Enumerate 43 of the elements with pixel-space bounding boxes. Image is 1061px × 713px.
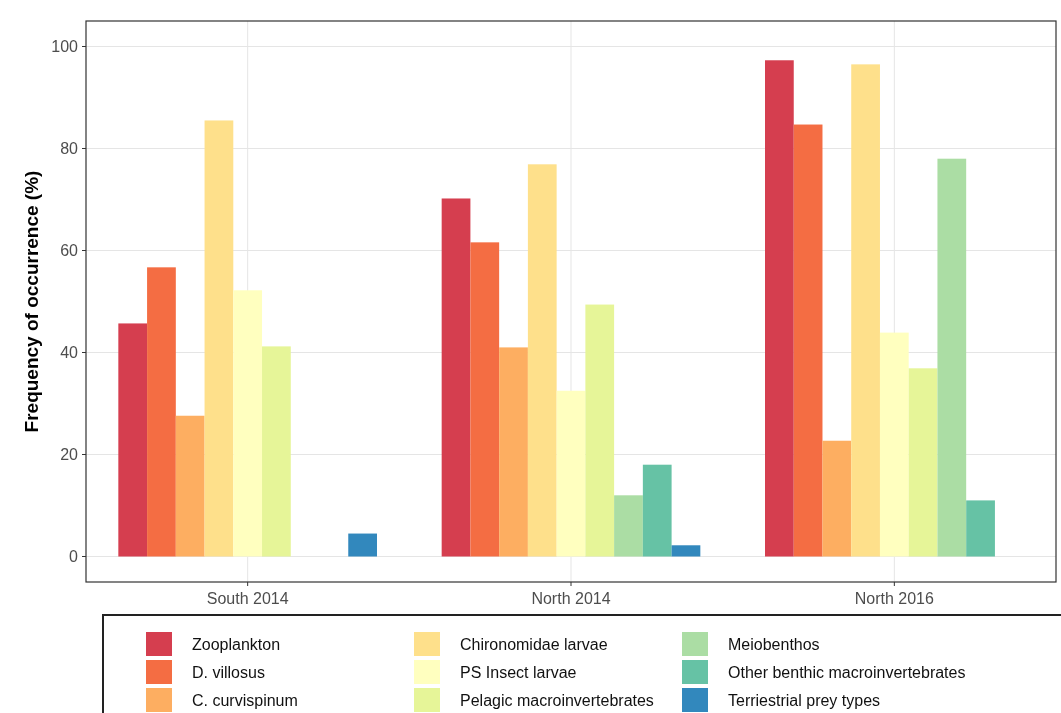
- legend-label: Zooplankton: [192, 636, 281, 653]
- legend-label: Meiobenthos: [728, 636, 820, 653]
- bar: [879, 332, 909, 557]
- bar: [585, 304, 615, 557]
- y-tick-label: 40: [60, 344, 79, 362]
- x-tick-label: South 2014: [206, 590, 289, 607]
- bar: [642, 464, 672, 557]
- bar: [765, 60, 794, 557]
- legend-label: C. curvispinum: [192, 692, 298, 709]
- legend-label: Other benthic macroinvertebrates: [728, 664, 966, 681]
- bar: [499, 347, 528, 557]
- bar: [908, 368, 938, 557]
- y-tick-label: 100: [51, 38, 79, 56]
- legend-label: Chironomidae larvae: [460, 636, 608, 653]
- bar: [233, 290, 263, 557]
- x-tick-label: North 2016: [854, 590, 935, 607]
- legend-label: Pelagic macroinvertebrates: [460, 692, 654, 709]
- bar: [793, 124, 823, 557]
- bar: [671, 545, 701, 557]
- bar: [614, 495, 643, 557]
- y-tick-label: 80: [60, 140, 79, 158]
- legend-label: PS Insect larvae: [460, 664, 577, 681]
- bar: [175, 415, 205, 557]
- bar: [118, 323, 148, 557]
- bar: [966, 500, 995, 557]
- legend-label: Terriestrial prey types: [728, 692, 881, 709]
- bar: [262, 346, 291, 557]
- bar: [937, 158, 967, 557]
- bar: [822, 440, 852, 557]
- y-tick-label: 20: [60, 446, 79, 464]
- bar: [851, 64, 880, 557]
- bar: [204, 120, 234, 557]
- bar: [348, 533, 377, 557]
- y-axis-title: Frequency of occurrence (%): [21, 170, 42, 433]
- bar: [470, 242, 500, 557]
- bar: [147, 267, 176, 557]
- x-tick-label: North 2014: [531, 590, 611, 607]
- y-tick-label: 60: [60, 242, 79, 260]
- bar: [441, 198, 471, 557]
- bar: [527, 164, 557, 557]
- bar: [556, 390, 586, 557]
- legend-label: D. villosus: [192, 664, 265, 681]
- y-tick-label: 0: [69, 548, 79, 566]
